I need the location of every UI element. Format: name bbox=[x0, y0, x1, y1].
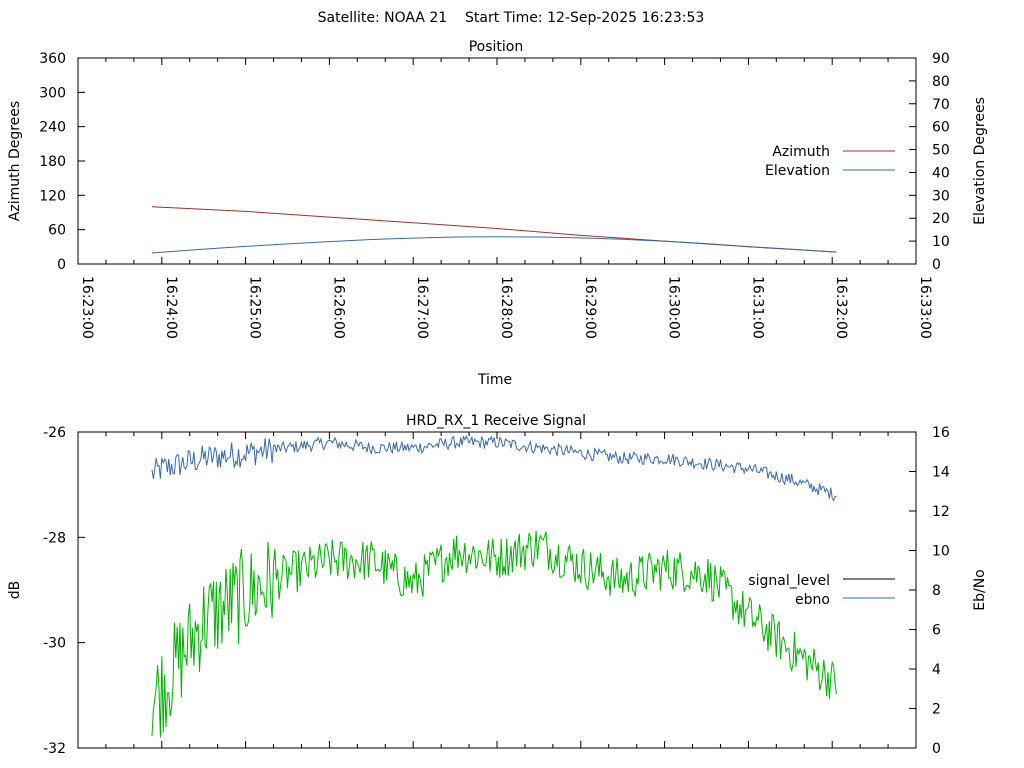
y2-tick-label: 16 bbox=[932, 425, 950, 441]
signal-legend: signal_level ebno bbox=[748, 573, 895, 608]
y2-tick-label: 10 bbox=[932, 544, 950, 560]
y2-tick-label: 0 bbox=[932, 257, 941, 273]
x-tick-label: 16:33:00 bbox=[917, 276, 933, 339]
y-tick-label: 360 bbox=[39, 51, 66, 67]
y2-tick-label: 14 bbox=[932, 465, 950, 481]
x-tick-label: 16:28:00 bbox=[498, 276, 514, 339]
x-tick-label: 16:31:00 bbox=[749, 276, 765, 339]
position-x-axis-label: Time bbox=[477, 372, 512, 388]
y-tick-label: 180 bbox=[39, 154, 66, 170]
position-legend: Azimuth Elevation bbox=[765, 144, 895, 179]
y-tick-label: -30 bbox=[43, 636, 66, 652]
y2-tick-label: 90 bbox=[932, 51, 950, 67]
legend-label-elevation: Elevation bbox=[765, 163, 830, 179]
header-title: Satellite: NOAA 21 Start Time: 12-Sep-20… bbox=[318, 10, 705, 26]
y2-tick-label: 10 bbox=[932, 234, 950, 250]
signal-series bbox=[151, 435, 837, 738]
signal-y-axis: -26 -28 -30 -32 bbox=[43, 425, 85, 757]
y2-tick-label: 4 bbox=[932, 662, 941, 678]
position-y-axis: 0 60 120 180 240 300 360 bbox=[39, 51, 85, 273]
y-tick-label: -32 bbox=[43, 741, 66, 757]
y2-tick-label: 70 bbox=[932, 97, 950, 113]
position-y2-axis: 0 10 20 30 40 50 60 70 80 90 bbox=[909, 51, 950, 273]
y2-tick-label: 8 bbox=[932, 583, 941, 599]
y2-tick-label: 80 bbox=[932, 74, 950, 90]
y-tick-label: 120 bbox=[39, 188, 66, 204]
position-x-axis: 16:23:00 16:24:00 16:25:00 16:26:00 16:27:00… bbox=[77, 58, 933, 339]
y2-tick-label: 30 bbox=[932, 188, 950, 204]
y2-tick-label: 0 bbox=[932, 741, 941, 757]
signal-chart: HRD_RX_1 Receive Signal -26 -28 -30 -32 0 2 4… bbox=[7, 413, 988, 757]
x-tick-label: 16:24:00 bbox=[163, 276, 179, 339]
legend-label-signal-level: signal_level bbox=[748, 573, 830, 589]
signal-y2-axis-label: Eb/No bbox=[972, 569, 988, 611]
position-chart-title: Position bbox=[469, 39, 524, 55]
x-tick-label: 16:23:00 bbox=[79, 276, 95, 339]
series-line-elevation bbox=[151, 236, 837, 254]
y2-tick-label: 6 bbox=[932, 623, 941, 639]
y2-tick-label: 12 bbox=[932, 504, 950, 520]
position-y2-axis-label: Elevation Degrees bbox=[972, 97, 988, 225]
y-tick-label: -26 bbox=[43, 425, 66, 441]
y2-tick-label: 2 bbox=[932, 702, 941, 718]
position-chart: Position 16:23:00 16:24:00 16:25:00 16:26:0… bbox=[7, 39, 988, 388]
signal-chart-title: HRD_RX_1 Receive Signal bbox=[406, 413, 586, 429]
position-plot-frame bbox=[77, 57, 917, 265]
y2-tick-label: 50 bbox=[932, 143, 950, 159]
y2-tick-label: 60 bbox=[932, 120, 950, 136]
y-tick-label: 0 bbox=[57, 257, 66, 273]
signal-y-axis-label: dB bbox=[7, 581, 23, 600]
legend-label-ebno: ebno bbox=[795, 592, 830, 608]
y2-tick-label: 40 bbox=[932, 165, 950, 181]
x-tick-label: 16:26:00 bbox=[330, 276, 346, 339]
x-tick-label: 16:25:00 bbox=[247, 276, 263, 339]
x-tick-label: 16:29:00 bbox=[582, 276, 598, 339]
y-tick-label: 60 bbox=[48, 223, 66, 239]
signal-x-axis bbox=[77, 432, 917, 748]
y2-tick-label: 20 bbox=[932, 211, 950, 227]
legend-label-azimuth: Azimuth bbox=[772, 144, 830, 160]
series-line-ebno bbox=[151, 530, 837, 738]
x-tick-label: 16:32:00 bbox=[833, 276, 849, 339]
y-tick-label: 240 bbox=[39, 120, 66, 136]
position-y-axis-label: Azimuth Degrees bbox=[7, 101, 23, 221]
series-line-signal-level bbox=[151, 435, 837, 502]
x-tick-label: 16:27:00 bbox=[414, 276, 430, 339]
x-tick-label: 16:30:00 bbox=[666, 276, 682, 339]
y-tick-label: 300 bbox=[39, 85, 66, 101]
y-tick-label: -28 bbox=[43, 530, 66, 546]
position-series bbox=[151, 206, 837, 254]
signal-y2-axis: 0 2 4 6 8 10 12 14 16 bbox=[909, 425, 950, 757]
